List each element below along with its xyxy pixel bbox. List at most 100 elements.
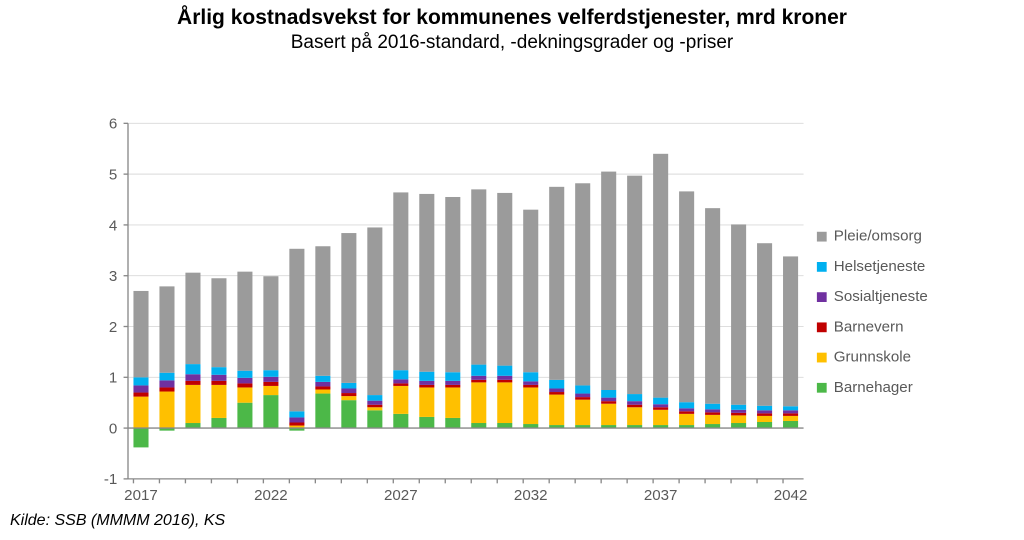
svg-text:6: 6 [109, 116, 117, 133]
bar-segment [575, 183, 590, 385]
bar-segment [523, 387, 538, 424]
bar-segment [497, 382, 512, 423]
bar-segment [757, 422, 772, 428]
bar-segment [159, 286, 174, 372]
bar-segment [445, 387, 460, 417]
bar-segment [731, 405, 746, 410]
bar-segment [497, 366, 512, 376]
bar-segment [601, 398, 616, 402]
bar-segment [419, 381, 434, 385]
bar-segment [419, 372, 434, 381]
bar-segment [315, 246, 330, 376]
bar-segment [211, 385, 226, 418]
legend-swatch [817, 232, 827, 242]
bar-segment [757, 416, 772, 422]
bar-segment [575, 397, 590, 400]
bar-segment [783, 256, 798, 406]
bar-segment [445, 418, 460, 428]
bar-segment [627, 405, 642, 408]
bar-segment [263, 395, 278, 428]
bar-segment [731, 224, 746, 404]
stacked-bar-chart: -10123456201720222027203220372042Pleie/o… [0, 54, 1024, 534]
bar-segment [393, 386, 408, 414]
bar-segment [419, 385, 434, 388]
bar-segment [315, 389, 330, 393]
svg-text:1: 1 [109, 370, 117, 387]
svg-text:4: 4 [109, 217, 117, 234]
bar-segment [341, 383, 356, 389]
legend-label: Helsetjeneste [834, 258, 926, 275]
bar-segment [393, 414, 408, 428]
bar-segment [185, 374, 200, 381]
bar-segment [341, 388, 356, 393]
bar-segment [471, 376, 486, 380]
bar-segment [237, 383, 252, 387]
bar-segment [315, 376, 330, 382]
bar-segment [679, 408, 694, 411]
bar-segment [289, 423, 304, 426]
bar-segment [393, 383, 408, 386]
bar-segment [783, 410, 798, 413]
legend-swatch [817, 383, 827, 393]
bar-segment [185, 381, 200, 385]
bar-segment [653, 407, 668, 410]
bar-segment [263, 386, 278, 395]
legend-swatch [817, 262, 827, 272]
legend-swatch [817, 292, 827, 302]
bar-segment [627, 401, 642, 405]
bar-segment [289, 417, 304, 422]
bar-segment [367, 410, 382, 428]
bar-segment [627, 176, 642, 394]
bar-segment [731, 413, 746, 416]
bar-segment [731, 410, 746, 413]
bar-segment [237, 272, 252, 371]
legend-label: Sosialtjeneste [834, 288, 928, 305]
bar-segment [575, 385, 590, 393]
bar-segment [471, 365, 486, 376]
x-tick-label: 2022 [254, 487, 288, 504]
bar-segment [705, 208, 720, 404]
bar-segment [783, 413, 798, 416]
bar-segment [367, 395, 382, 401]
bar-segment [601, 172, 616, 390]
bar-segment [393, 192, 408, 370]
bar-segment [289, 411, 304, 417]
x-tick-label: 2032 [514, 487, 548, 504]
bar-segment [419, 417, 434, 428]
bar-segment [263, 276, 278, 370]
bar-segment [211, 375, 226, 381]
bar-segment [133, 428, 148, 447]
svg-text:2: 2 [109, 319, 117, 336]
bar-segment [783, 416, 798, 421]
chart-subtitle: Basert på 2016-standard, -dekningsgrader… [0, 32, 1024, 54]
bar-segment [549, 187, 564, 380]
bar-segment [185, 364, 200, 374]
legend-swatch [817, 322, 827, 332]
legend-label: Barnehager [834, 379, 913, 396]
bar-segment [471, 382, 486, 423]
bar-segment [211, 381, 226, 385]
bar-segment [445, 197, 460, 372]
bar-segment [133, 377, 148, 385]
bar-segment [263, 370, 278, 377]
bar-segment [705, 404, 720, 410]
bar-segment [575, 400, 590, 425]
bar-segment [549, 380, 564, 389]
bar-segment [133, 385, 148, 392]
svg-text:0: 0 [109, 420, 117, 437]
bar-segment [263, 377, 278, 382]
legend-swatch [817, 353, 827, 363]
bar-segment [705, 415, 720, 424]
legend-label: Barnevern [834, 318, 904, 335]
bar-segment [341, 233, 356, 383]
bar-segment [783, 406, 798, 410]
bar-segment [393, 370, 408, 379]
bar-segment [471, 423, 486, 428]
x-tick-label: 2017 [124, 487, 158, 504]
bar-segment [523, 210, 538, 373]
bar-segment [705, 409, 720, 412]
bar-segment [497, 423, 512, 428]
bar-segment [367, 401, 382, 405]
bar-segment [627, 407, 642, 425]
bar-segment [237, 378, 252, 384]
